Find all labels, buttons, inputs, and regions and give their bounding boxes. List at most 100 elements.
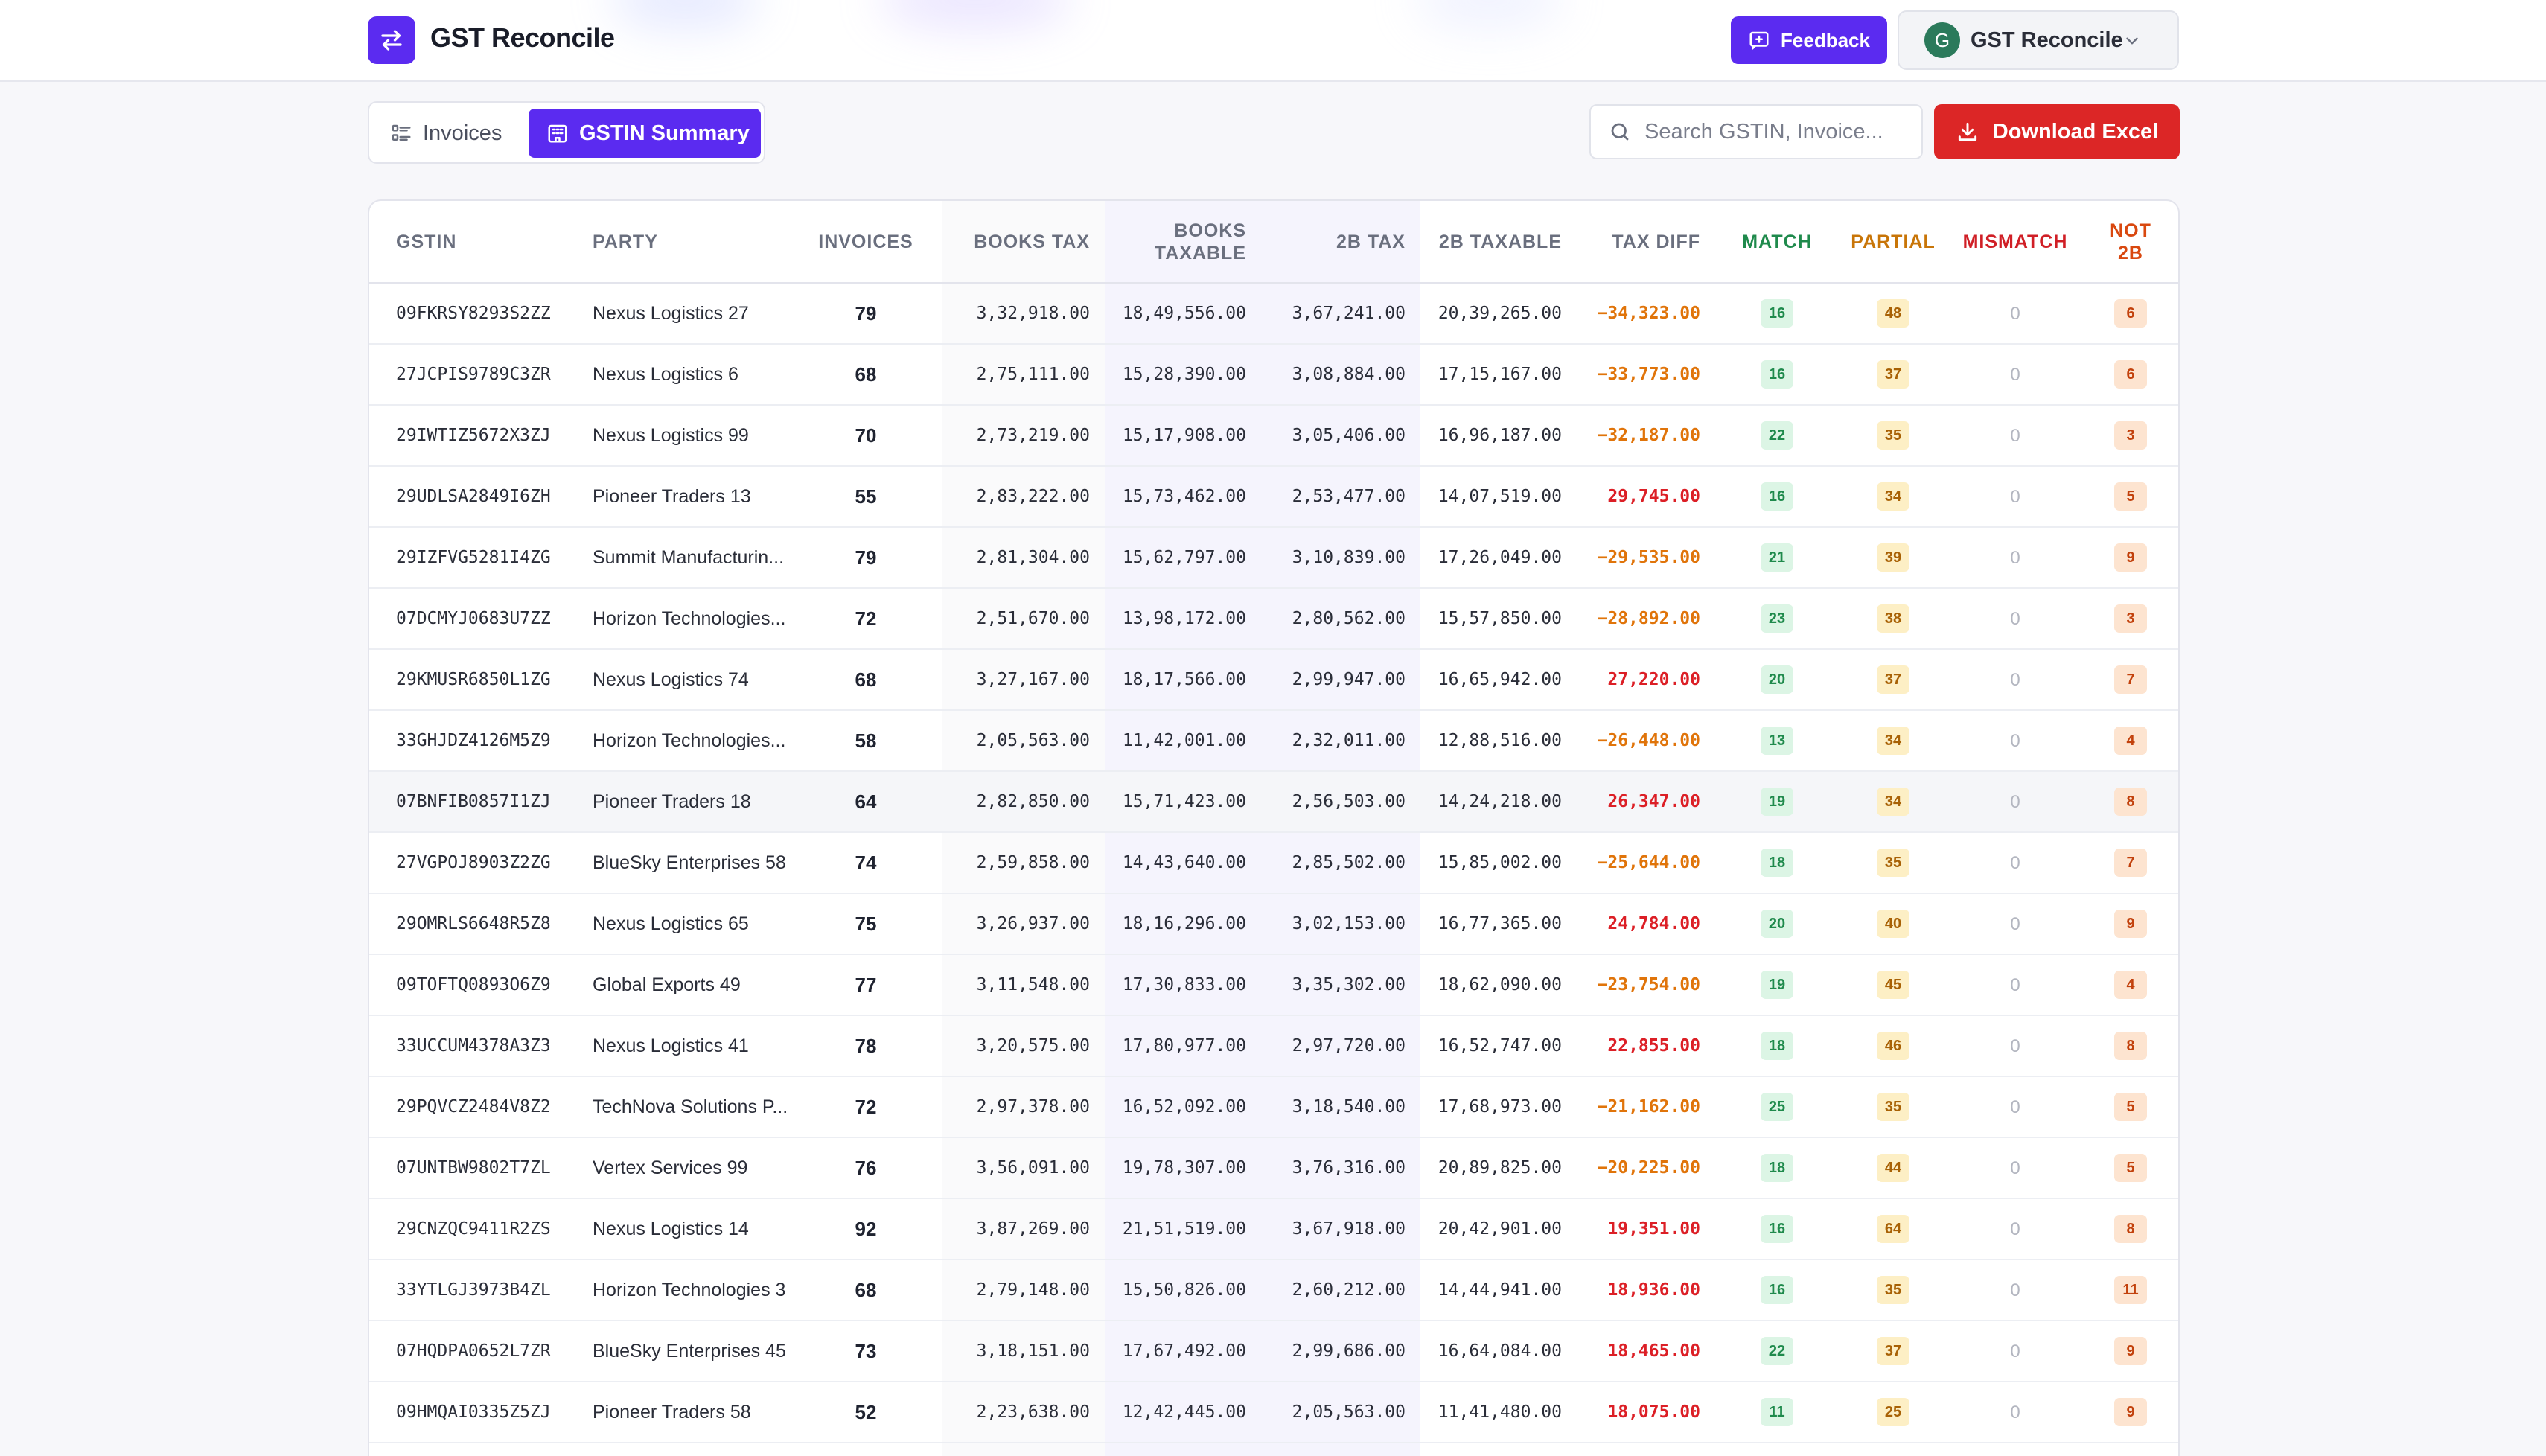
table-row[interactable]: 29OMRLS6648R5Z8 Nexus Logistics 65 75 3,26,… (369, 893, 2178, 955)
table-row[interactable]: 09TOFTQ0893O6Z9 Global Exports 49 77 3,11,5… (369, 954, 2178, 1016)
account-switcher[interactable]: G GST Reconcile (1898, 10, 2179, 70)
partial-badge[interactable]: 34 (1877, 788, 1910, 816)
col-partial[interactable]: PARTIAL (1839, 201, 1947, 284)
match-badge[interactable]: 20 (1761, 665, 1793, 694)
not-2b-badge[interactable]: 8 (2114, 1215, 2147, 1243)
table-row[interactable]: 29IZFVG5281I4ZG Summit Manufacturin... 79 2… (369, 527, 2178, 589)
match-badge[interactable]: 16 (1761, 1276, 1793, 1304)
table-row[interactable]: 29IWTIZ5672X3ZJ Nexus Logistics 99 70 2,73,… (369, 405, 2178, 467)
col-invoices[interactable]: INVOICES (789, 201, 942, 284)
not-2b-badge[interactable]: 3 (2114, 421, 2147, 450)
cell-books-tax: 3,56,091.00 (942, 1137, 1105, 1199)
match-badge[interactable]: 19 (1761, 971, 1793, 999)
table-row[interactable]: 29KMUSR6850L1ZG Nexus Logistics 74 68 3,27,… (369, 649, 2178, 711)
match-badge[interactable]: 16 (1761, 482, 1793, 511)
not-2b-badge[interactable]: 3 (2114, 604, 2147, 633)
table-row[interactable]: 33GHJDZ4126M5Z9 Horizon Technologies... 58… (369, 710, 2178, 772)
partial-badge[interactable]: 40 (1877, 910, 1910, 938)
col-books-taxable[interactable]: BOOKS TAXABLE (1105, 201, 1261, 284)
col-2b-tax[interactable]: 2B TAX (1261, 201, 1420, 284)
table-row[interactable]: 07UNTBW9802T7ZL Vertex Services 99 76 3,56,… (369, 1137, 2178, 1199)
table-row[interactable]: 29PQVCZ2484V8Z2 TechNova Solutions P... 72… (369, 1076, 2178, 1138)
match-badge[interactable]: 22 (1761, 1337, 1793, 1365)
not-2b-badge[interactable]: 6 (2114, 299, 2147, 328)
cell-invoices: 78 (789, 1015, 942, 1077)
not-2b-badge[interactable]: 9 (2114, 1337, 2147, 1365)
col-party[interactable]: PARTY (566, 201, 789, 284)
partial-badge[interactable]: 37 (1877, 360, 1910, 389)
match-badge[interactable]: 13 (1761, 727, 1793, 755)
table-row[interactable]: 09HMQAI0335Z5ZJ Pioneer Traders 58 52 2,23,… (369, 1382, 2178, 1443)
match-badge[interactable]: 16 (1761, 1215, 1793, 1243)
partial-badge[interactable]: 39 (1877, 543, 1910, 572)
not-2b-badge[interactable]: 5 (2114, 482, 2147, 511)
not-2b-badge[interactable]: 7 (2114, 665, 2147, 694)
partial-badge[interactable]: 35 (1877, 1276, 1910, 1304)
table-row[interactable]: 29UDLSA2849I6ZH Pioneer Traders 13 55 2,83,… (369, 466, 2178, 528)
partial-badge[interactable]: 37 (1877, 1337, 1910, 1365)
table-row[interactable]: 27JCPIS9789C3ZR Nexus Logistics 6 68 2,75,1… (369, 344, 2178, 406)
match-badge[interactable]: 16 (1761, 360, 1793, 389)
table-row[interactable]: 33YTLGJ3973B4ZL Horizon Technologies 3 68 2… (369, 1259, 2178, 1321)
partial-badge[interactable]: 37 (1877, 665, 1910, 694)
tab-gstin-summary[interactable]: GSTIN Summary (529, 109, 761, 158)
match-badge[interactable]: 18 (1761, 1154, 1793, 1182)
partial-badge[interactable]: 34 (1877, 482, 1910, 511)
not-2b-badge[interactable]: 8 (2114, 1032, 2147, 1060)
col-mismatch[interactable]: MISMATCH (1947, 201, 2083, 284)
not-2b-badge[interactable]: 7 (2114, 849, 2147, 877)
match-badge[interactable]: 22 (1761, 421, 1793, 450)
search-input[interactable] (1644, 119, 1898, 144)
partial-badge[interactable]: 34 (1877, 727, 1910, 755)
col-not-2b[interactable]: NOT 2B (2083, 201, 2178, 284)
partial-badge[interactable]: 38 (1877, 604, 1910, 633)
table-row[interactable]: 33UCCUM4378A3Z3 Nexus Logistics 41 78 3,20,… (369, 1015, 2178, 1077)
match-badge[interactable]: 23 (1761, 604, 1793, 633)
partial-badge[interactable]: 35 (1877, 421, 1910, 450)
table-row[interactable]: 29CNZQC9411R2ZS Nexus Logistics 14 92 3,87,… (369, 1198, 2178, 1260)
match-badge[interactable]: 19 (1761, 788, 1793, 816)
table-row[interactable]: 27VGPOJ8903Z2ZG BlueSky Enterprises 58 74 2… (369, 832, 2178, 894)
match-badge[interactable]: 21 (1761, 543, 1793, 572)
col-2b-taxable[interactable]: 2B TAXABLE (1420, 201, 1577, 284)
match-badge[interactable]: 11 (1761, 1398, 1793, 1426)
partial-badge[interactable]: 64 (1877, 1215, 1910, 1243)
table-row[interactable]: 09FKRSY8293S2ZZ Nexus Logistics 27 79 3,32,… (369, 283, 2178, 345)
match-badge[interactable]: 18 (1761, 1032, 1793, 1060)
not-2b-badge[interactable]: 9 (2114, 1398, 2147, 1426)
match-badge[interactable]: 25 (1761, 1093, 1793, 1121)
match-badge[interactable]: 18 (1761, 849, 1793, 877)
not-2b-badge[interactable]: 5 (2114, 1154, 2147, 1182)
table-row[interactable]: 07DCMYJ0683U7ZZ Horizon Technologies... 72… (369, 588, 2178, 650)
match-badge[interactable]: 16 (1761, 299, 1793, 328)
cell-books-tax: 3,26,937.00 (942, 893, 1105, 955)
partial-badge[interactable]: 44 (1877, 1154, 1910, 1182)
not-2b-badge[interactable]: 4 (2114, 971, 2147, 999)
not-2b-badge[interactable]: 4 (2114, 727, 2147, 755)
partial-badge[interactable]: 48 (1877, 299, 1910, 328)
search-box[interactable] (1589, 104, 1923, 159)
partial-badge[interactable]: 35 (1877, 1093, 1910, 1121)
not-2b-badge[interactable]: 9 (2114, 910, 2147, 938)
download-excel-button[interactable]: Download Excel (1934, 104, 2180, 159)
not-2b-badge[interactable]: 9 (2114, 543, 2147, 572)
partial-badge[interactable]: 46 (1877, 1032, 1910, 1060)
match-badge[interactable]: 20 (1761, 910, 1793, 938)
col-books-tax[interactable]: BOOKS TAX (942, 201, 1105, 284)
tab-invoices[interactable]: Invoices (390, 109, 502, 158)
not-2b-badge[interactable]: 6 (2114, 360, 2147, 389)
partial-badge[interactable]: 35 (1877, 849, 1910, 877)
col-match[interactable]: MATCH (1715, 201, 1839, 284)
mismatch-value: 0 (2010, 1280, 2020, 1300)
feedback-button[interactable]: Feedback (1731, 16, 1887, 64)
not-2b-badge[interactable]: 8 (2114, 788, 2147, 816)
table-row[interactable]: 07HQDPA0652L7ZR BlueSky Enterprises 45 73 3… (369, 1321, 2178, 1382)
partial-badge[interactable]: 45 (1877, 971, 1910, 999)
col-gstin[interactable]: GSTIN (369, 201, 566, 284)
table-row[interactable]: 07BNFIB0857I1ZJ Pioneer Traders 18 64 2,82,… (369, 771, 2178, 833)
app-logo[interactable] (368, 16, 415, 64)
not-2b-badge[interactable]: 11 (2114, 1276, 2147, 1304)
col-tax-diff[interactable]: TAX DIFF (1577, 201, 1715, 284)
partial-badge[interactable]: 25 (1877, 1398, 1910, 1426)
not-2b-badge[interactable]: 5 (2114, 1093, 2147, 1121)
